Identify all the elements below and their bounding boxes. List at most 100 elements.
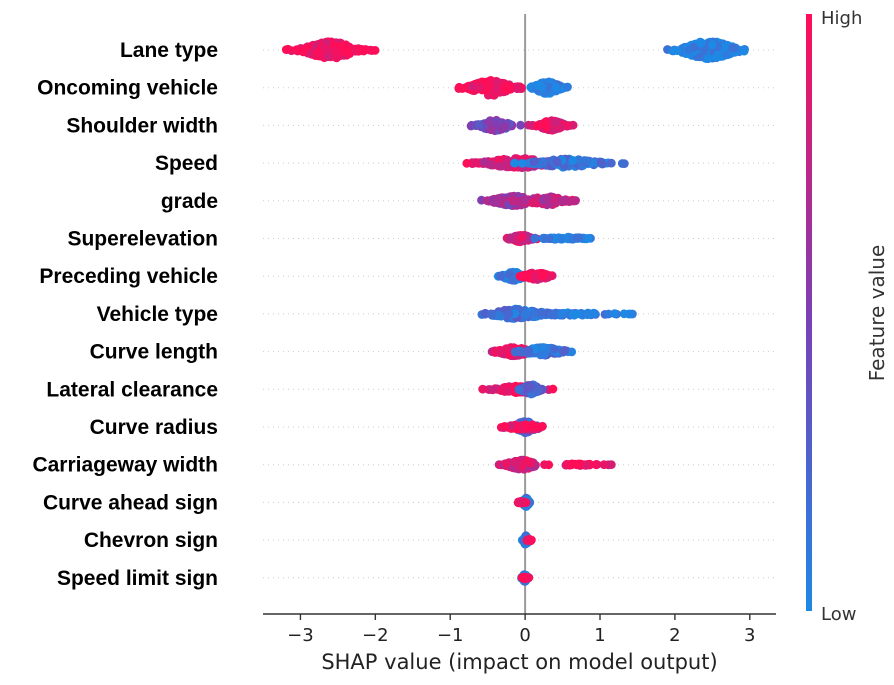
- feature-label: Preceding vehicle: [39, 265, 218, 288]
- feature-row-dots: [454, 76, 572, 100]
- shap-dot: [511, 458, 521, 467]
- shap-dot: [357, 45, 367, 54]
- shap-dot: [516, 497, 526, 507]
- shap-dot: [519, 574, 528, 583]
- shap-dot: [536, 309, 545, 318]
- shap-dot: [538, 271, 547, 281]
- shap-dot: [529, 157, 539, 167]
- shap-dot: [551, 82, 561, 92]
- shap-dot: [548, 384, 558, 394]
- shap-dot: [505, 234, 514, 244]
- shap-dot: [486, 309, 496, 319]
- shap-dot: [547, 310, 556, 320]
- shap-dot: [550, 344, 559, 354]
- feature-row-dots: [487, 343, 577, 361]
- shap-dot: [475, 82, 485, 92]
- shap-dot: [583, 234, 593, 243]
- shap-dot: [695, 52, 705, 62]
- shap-dot: [506, 421, 516, 430]
- shap-dot: [568, 310, 578, 319]
- shap-dot: [478, 384, 488, 394]
- shap-dot: [606, 158, 616, 168]
- shap-dot: [504, 82, 514, 92]
- feature-label: Lateral clearance: [46, 378, 218, 401]
- shap-dot: [522, 423, 532, 432]
- feature-label: Curve length: [90, 341, 218, 364]
- shap-dot: [551, 117, 561, 127]
- colorbar-high-label: High: [821, 8, 862, 29]
- shap-dot: [521, 195, 531, 205]
- feature-label: Carriageway width: [32, 454, 218, 477]
- shap-dot: [529, 309, 539, 318]
- shap-dot: [528, 198, 538, 208]
- x-tick-label: 0: [519, 625, 530, 646]
- shap-dot: [344, 48, 353, 58]
- shap-dot: [540, 460, 549, 469]
- shap-dot: [331, 49, 340, 59]
- feature-row-dots: [478, 380, 558, 399]
- shap-dot: [510, 309, 520, 319]
- shap-dot: [722, 49, 731, 59]
- feature-label: Shoulder width: [66, 114, 218, 137]
- shap-dot: [541, 121, 551, 131]
- shap-dot: [500, 422, 509, 431]
- shap-dot: [283, 44, 293, 54]
- shap-dot: [592, 460, 602, 469]
- shap-dot: [626, 309, 635, 319]
- shap-dot: [474, 120, 484, 130]
- shap-dot: [486, 160, 496, 170]
- shap-dot: [504, 309, 514, 319]
- shap-dot: [486, 79, 496, 89]
- feature-label: Speed limit sign: [57, 567, 218, 590]
- shap-dot: [516, 120, 525, 130]
- shap-dot: [568, 156, 578, 165]
- feature-row-dots: [502, 231, 595, 247]
- x-tick-label: −1: [437, 625, 464, 646]
- shap-dot: [582, 156, 592, 166]
- shap-dot: [513, 82, 523, 92]
- shap-dot: [524, 346, 534, 355]
- shap-dot: [530, 234, 540, 243]
- shap-dot: [574, 233, 584, 243]
- feature-label: Speed: [155, 152, 218, 175]
- shap-dot: [292, 45, 302, 55]
- shap-dot: [538, 157, 548, 167]
- colorbar-title: Feature value: [865, 245, 889, 382]
- shap-dot: [596, 157, 606, 167]
- x-tick-label: −2: [362, 625, 389, 646]
- colorbar: [806, 14, 812, 611]
- shap-dot: [728, 43, 737, 53]
- shap-dot: [522, 309, 531, 319]
- shap-dot: [673, 46, 683, 55]
- shap-dot: [493, 196, 503, 206]
- feature-row-dots: [281, 37, 749, 64]
- shap-dot: [502, 162, 512, 172]
- shap-dot: [496, 386, 506, 395]
- shap-dot: [684, 45, 694, 55]
- shap-dot: [543, 193, 552, 203]
- feature-row-dots: [466, 115, 578, 136]
- shap-dot: [454, 82, 464, 92]
- colorbar-low-label: Low: [821, 604, 856, 625]
- x-tick-label: 3: [744, 625, 755, 646]
- feature-row-dots: [517, 570, 534, 586]
- feature-label: Curve radius: [90, 416, 218, 439]
- shap-dot: [493, 77, 502, 87]
- feature-row-dots: [493, 267, 557, 285]
- shap-dot: [707, 40, 717, 50]
- shap-dot: [703, 54, 713, 64]
- shap-dot: [563, 82, 572, 92]
- shap-dot: [721, 42, 730, 52]
- shap-dot: [533, 386, 543, 395]
- feature-row-dots: [513, 493, 535, 511]
- shap-dot: [696, 38, 706, 48]
- x-axis: −3 −2 −1 0 1 2 3: [263, 613, 776, 646]
- feature-label: Chevron sign: [84, 529, 218, 552]
- shap-dot: [510, 158, 519, 168]
- feature-label: Superelevation: [67, 228, 218, 251]
- shap-dot: [544, 234, 554, 244]
- feature-row-dots: [477, 304, 637, 323]
- shap-dot: [320, 42, 329, 52]
- shap-dot: [501, 459, 511, 468]
